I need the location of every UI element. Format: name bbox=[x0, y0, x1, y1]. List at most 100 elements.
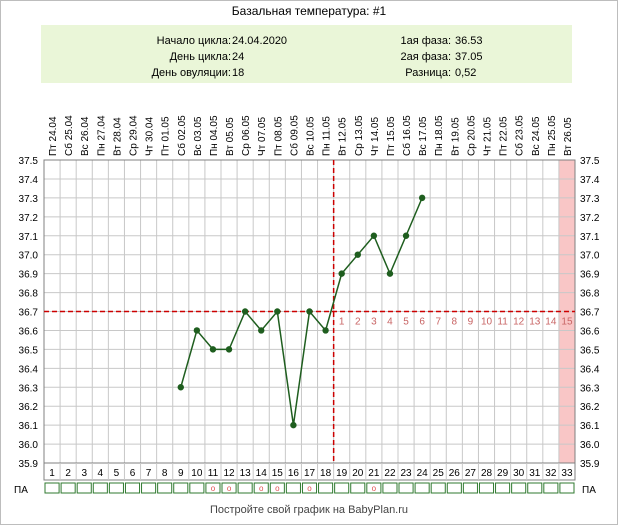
y-tick-label: 35.9 bbox=[580, 459, 600, 470]
y-tick-label: 36.6 bbox=[19, 326, 39, 337]
pa-cell bbox=[60, 482, 76, 494]
y-tick-label: 36.2 bbox=[580, 402, 600, 413]
pa-cell bbox=[430, 482, 446, 494]
date-label: Вс 26.04 bbox=[80, 116, 91, 156]
y-tick-label: 36.4 bbox=[580, 364, 600, 375]
luteal-day-numbers: 1 2 3 4 5 6 7 8 9 10 11 12 13 14 15 bbox=[339, 317, 573, 328]
pa-cell bbox=[559, 482, 575, 494]
pa-cell bbox=[92, 482, 108, 494]
pa-cell bbox=[478, 482, 495, 494]
temperature-line bbox=[180, 197, 423, 426]
difference-label: Разница: bbox=[405, 67, 451, 79]
date-label: Чт 07.05 bbox=[257, 117, 268, 156]
pa-cell bbox=[446, 482, 462, 494]
cycle-day-value: 24 bbox=[232, 51, 245, 63]
y-tick-label: 36.8 bbox=[19, 289, 39, 300]
temperature-point-day-22 bbox=[386, 270, 394, 277]
y-axis-right: 35.9 36.0 36.1 36.2 36.3 36.4 36.5 36.6 36.7 36.8… bbox=[580, 156, 600, 470]
luteal-day-number: 5 bbox=[403, 317, 409, 328]
cycle-day-number: 29 bbox=[497, 468, 509, 479]
date-label: Сб 02.05 bbox=[176, 115, 188, 156]
y-tick-label: 37.0 bbox=[19, 251, 39, 262]
cycle-day-number: 5 bbox=[114, 468, 120, 479]
phase2-value: 37.05 bbox=[455, 51, 483, 63]
luteal-day-number: 8 bbox=[452, 317, 458, 328]
date-label: Пн 04.05 bbox=[209, 115, 220, 156]
pa-cell bbox=[301, 482, 318, 494]
ovulation-day-label: День овуляции: bbox=[151, 67, 231, 79]
pa-mark-day-15: o bbox=[275, 484, 280, 493]
temperature-point-day-13 bbox=[241, 308, 249, 315]
cycle-day-number: 9 bbox=[178, 468, 184, 479]
cycle-day-number: 24 bbox=[417, 468, 429, 479]
date-label: Сб 23.05 bbox=[514, 115, 526, 156]
cycle-day-number: 16 bbox=[288, 468, 300, 479]
difference-value: 0,52 bbox=[455, 67, 477, 79]
temperature-point-day-18 bbox=[322, 327, 329, 334]
date-label: Вт 28.04 bbox=[112, 117, 123, 156]
date-label: Вт 19.05 bbox=[450, 117, 461, 156]
date-labels: Пт 24.04 Сб 25.04 Вс 26.04 Пн 27.04 Вт 28.04… bbox=[48, 115, 574, 156]
pa-cell bbox=[221, 482, 237, 494]
pa-cell bbox=[44, 482, 60, 494]
pa-cell bbox=[124, 482, 141, 494]
date-label: Пт 01.05 bbox=[161, 116, 172, 156]
cycle-day-label: День цикла: bbox=[169, 51, 231, 63]
footer-credit: Постройте свой график на BabyPlan.ru bbox=[209, 504, 409, 516]
pa-label-right: ПА bbox=[582, 485, 596, 496]
cycle-day-number: 21 bbox=[368, 468, 380, 479]
pa-row: ПА ПА o o o o o o bbox=[14, 482, 596, 496]
date-label: Сб 16.05 bbox=[401, 115, 413, 156]
date-label: Вс 17.05 bbox=[418, 116, 429, 156]
cycle-start-value: 24.04.2020 bbox=[232, 35, 288, 47]
pa-mark-day-21: o bbox=[372, 484, 377, 493]
y-tick-label: 36.0 bbox=[580, 440, 600, 451]
pa-cell bbox=[253, 482, 269, 494]
y-tick-label: 36.9 bbox=[580, 270, 600, 281]
luteal-day-number: 9 bbox=[468, 317, 474, 328]
pa-cell bbox=[141, 482, 157, 494]
cycle-day-number: 7 bbox=[146, 468, 152, 479]
cycle-day-number: 8 bbox=[162, 468, 168, 479]
pa-cell bbox=[205, 482, 221, 494]
date-label: Вс 10.05 bbox=[306, 116, 317, 156]
pa-cell bbox=[173, 482, 189, 494]
luteal-day-number: 15 bbox=[561, 317, 573, 328]
ovulation-day-value: 18 bbox=[232, 67, 245, 79]
date-label: Чт 30.04 bbox=[145, 117, 156, 156]
pa-cell bbox=[285, 482, 301, 494]
pa-label-left: ПА bbox=[14, 485, 28, 496]
cycle-day-number: 30 bbox=[513, 468, 525, 479]
cycle-day-number: 14 bbox=[256, 468, 268, 479]
y-tick-label: 37.4 bbox=[19, 175, 39, 186]
temperature-point-day-12 bbox=[225, 346, 233, 353]
date-label: Вт 05.05 bbox=[225, 117, 236, 156]
y-tick-label: 37.0 bbox=[580, 251, 600, 262]
luteal-day-number: 3 bbox=[371, 317, 377, 328]
cycle-start-label: Начало цикла: bbox=[156, 35, 231, 47]
luteal-day-number: 10 bbox=[481, 317, 493, 328]
cycle-day-number: 25 bbox=[433, 468, 445, 479]
cycle-day-row: 1 2 3 4 5 6 7 8 9 10 11 12 13 14 15 16 17 18 19 20 21 22 23 24 2… bbox=[43, 462, 576, 481]
cycle-info-panel: Начало цикла: 24.04.2020 День цикла: 24 … bbox=[41, 25, 572, 83]
pa-cell bbox=[108, 482, 124, 494]
y-tick-label: 37.5 bbox=[580, 156, 600, 167]
pa-cell bbox=[189, 482, 205, 494]
cycle-day-number: 2 bbox=[65, 468, 71, 479]
luteal-day-number: 14 bbox=[545, 317, 557, 328]
y-tick-label: 37.2 bbox=[580, 213, 600, 224]
date-label: Ср 06.05 bbox=[241, 115, 252, 156]
cycle-day-number: 19 bbox=[336, 468, 348, 479]
date-label: Пт 15.05 bbox=[386, 116, 397, 156]
pa-mark-day-14: o bbox=[259, 484, 264, 493]
pa-cell bbox=[527, 482, 543, 494]
y-tick-label: 36.7 bbox=[580, 308, 600, 319]
pa-cell bbox=[237, 482, 253, 494]
phase1-value: 36.53 bbox=[455, 35, 483, 47]
date-label: Ср 20.05 bbox=[466, 115, 477, 156]
luteal-day-number: 1 bbox=[339, 317, 345, 328]
y-tick-label: 36.1 bbox=[580, 421, 600, 432]
pa-cell bbox=[398, 482, 414, 494]
temperature-point-day-19 bbox=[338, 270, 345, 277]
luteal-day-number: 4 bbox=[387, 317, 393, 328]
